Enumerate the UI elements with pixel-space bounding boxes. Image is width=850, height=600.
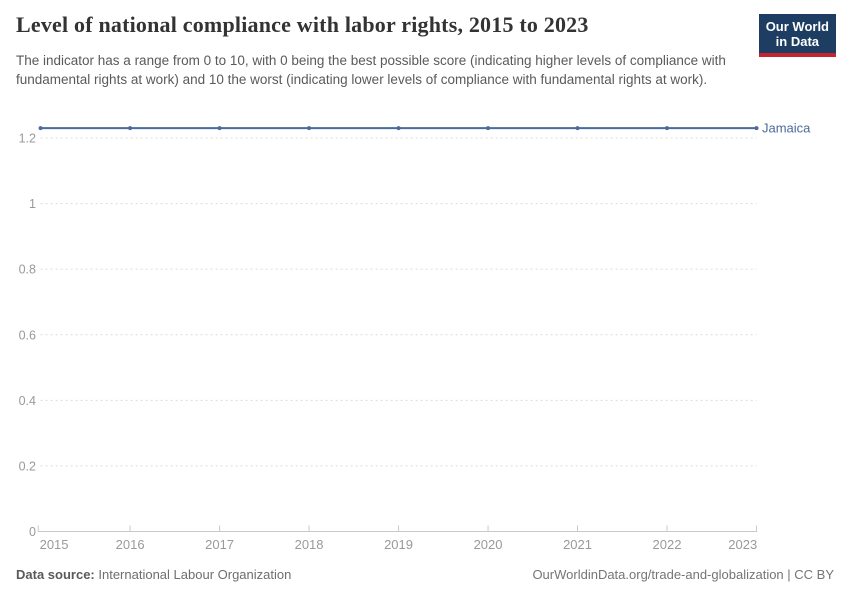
y-tick-label: 0.4 [19,394,36,408]
data-point [754,126,759,131]
data-source: Data source: International Labour Organi… [16,566,291,584]
x-tick-label: 2022 [653,537,682,552]
x-tick-label: 2021 [563,537,592,552]
y-tick-label: 0.6 [19,328,36,342]
y-tick-label: 0.2 [19,459,36,473]
x-tick-label: 2020 [474,537,503,552]
y-tick-label: 1 [29,197,36,211]
page-title: Level of national compliance with labor … [16,12,589,37]
data-point [665,126,670,131]
x-tick-label: 2023 [728,537,757,552]
data-source-value: International Labour Organization [98,567,292,582]
data-point [307,126,312,131]
owid-logo-line1: Our World [765,19,829,34]
data-point [575,126,580,131]
x-tick-label: 2016 [116,537,145,552]
series-label: Jamaica [762,121,811,136]
x-tick-label: 2017 [205,537,234,552]
chart-subtitle: The indicator has a range from 0 to 10, … [16,53,726,87]
y-tick-label: 0.8 [19,263,36,277]
y-tick-label: 1.2 [19,132,36,146]
owid-logo-line2: in Data [775,34,820,49]
y-tick-label: 0 [29,525,36,539]
owid-logo: Our World in Data [758,14,836,57]
data-source-label: Data source: [16,567,95,582]
line-chart-canvas: 0 0.2 0.4 0.6 0.8 1 1.2 2015 2016 2017 2018 2019 202… [19,121,812,552]
chart-footer: Data source: International Labour Organi… [16,566,834,584]
license-link: OurWorldinData.org/trade-and-globalizati… [532,567,834,582]
x-tick-label: 2019 [384,537,413,552]
data-point [38,126,43,131]
x-tick-label: 2015 [40,537,69,552]
x-tick-label: 2018 [295,537,324,552]
data-point [217,126,222,131]
data-point [128,126,133,131]
data-point [486,126,491,131]
data-point [396,126,401,131]
